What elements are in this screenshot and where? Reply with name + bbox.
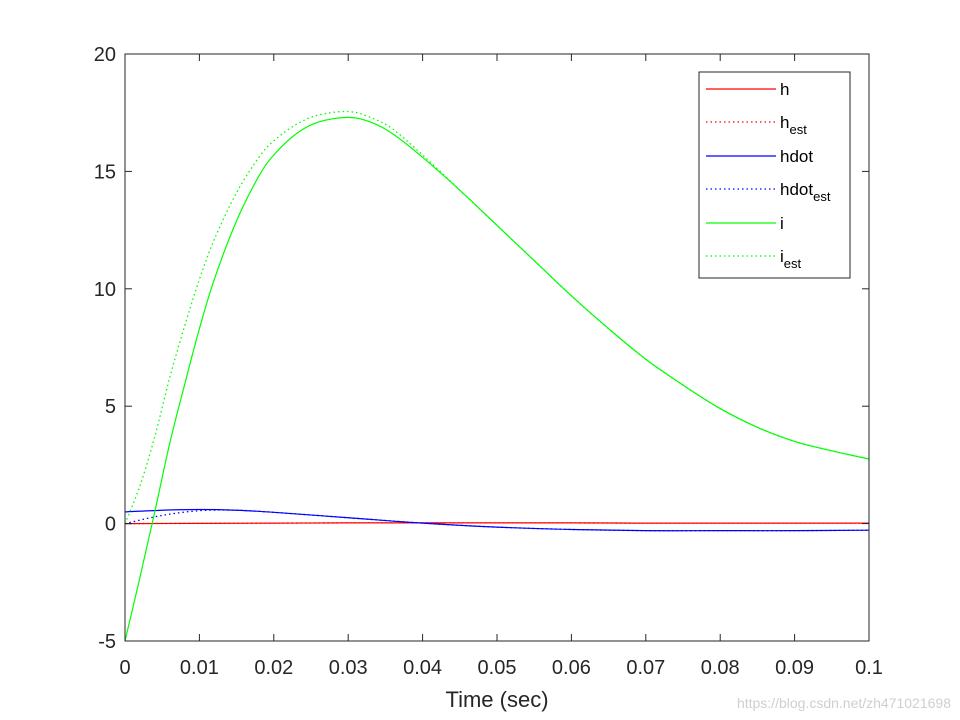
y-axis: -5 0 5 10 15 20	[94, 44, 869, 653]
legend-label-h: h	[780, 80, 789, 99]
x-tick-label: 0.04	[403, 657, 442, 679]
x-tick-label: 0.05	[478, 657, 517, 679]
y-tick-label: -5	[98, 631, 116, 653]
watermark: https://blog.csdn.net/zh471021698	[737, 695, 951, 711]
x-tick-label: 0.07	[626, 657, 665, 679]
x-axis: 0 0.01 0.02 0.03 0.04 0.05 0.06 0.07 0.08 0.09 0.1	[119, 54, 883, 679]
x-tick-label: 0	[119, 657, 130, 679]
legend-label-hdot: hdot	[780, 147, 813, 166]
legend-label-h-est: hest	[780, 113, 807, 137]
x-tick-label: 0.02	[254, 657, 293, 679]
x-tick-label: 0.09	[775, 657, 814, 679]
legend: h hest hdot hdotest i iest	[698, 71, 851, 279]
legend-label-i: i	[780, 214, 784, 233]
legend-label-i-est: iest	[780, 247, 802, 271]
series-hdot-line	[124, 508, 870, 532]
x-tick-label: 0.06	[552, 657, 591, 679]
series-i-line	[124, 116, 870, 642]
x-tick-label: 0.03	[329, 657, 368, 679]
x-axis-title: Time (sec)	[445, 687, 548, 712]
y-tick-label: 0	[105, 514, 116, 536]
legend-box	[698, 71, 851, 279]
y-tick-label: 10	[94, 279, 116, 301]
y-tick-label: 5	[105, 396, 116, 418]
series-h-est-line	[124, 522, 869, 525]
x-tick-label: 0.08	[701, 657, 740, 679]
series-h-line	[124, 522, 869, 525]
series-layer	[124, 110, 870, 642]
x-tick-label: 0.01	[180, 657, 219, 679]
series-hdot-est-line	[124, 509, 870, 532]
series-i-est-line	[124, 110, 870, 524]
y-tick-label: 20	[94, 44, 116, 66]
legend-label-hdot-est: hdotest	[780, 180, 831, 204]
y-tick-label: 15	[94, 161, 116, 183]
x-tick-label: 0.1	[855, 657, 883, 679]
